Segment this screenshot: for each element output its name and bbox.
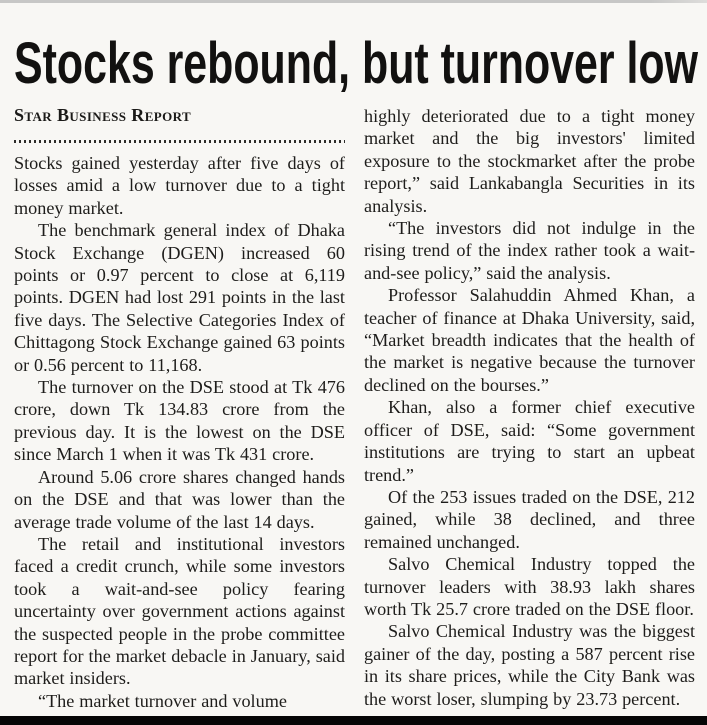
paragraph: “The investors did not indulge in the ri… — [364, 218, 695, 283]
paragraph: The benchmark general index of Dhaka Sto… — [14, 220, 345, 375]
byline: Star Business Report — [14, 105, 192, 125]
paragraph: Professor Salahuddin Ahmed Khan, a teach… — [364, 285, 695, 395]
article-body: Star Business Report Stocks gained yeste… — [14, 104, 695, 712]
scan-top-strip — [0, 0, 707, 3]
right-column-text: highly deteriorated due to a tight money… — [364, 105, 695, 710]
article-column-left: Star Business Report Stocks gained yeste… — [14, 104, 345, 712]
paragraph: Around 5.06 crore shares changed hands o… — [14, 466, 345, 532]
paragraph: The turnover on the DSE stood at Tk 476 … — [14, 377, 345, 465]
paragraph: Khan, also a former chief executive offi… — [364, 397, 695, 485]
article-column-right: highly deteriorated due to a tight money… — [364, 104, 695, 712]
paragraph: highly deteriorated due to a tight money… — [364, 106, 695, 216]
paragraph: Of the 253 issues traded on the DSE, 212… — [364, 486, 695, 552]
left-column-text: Stocks gained yesterday after five days … — [14, 152, 345, 712]
byline-divider — [14, 140, 345, 143]
paragraph: The retail and institutional investors f… — [14, 533, 345, 689]
paragraph: “The market turnover and volume — [38, 690, 287, 711]
paragraph: Stocks gained yesterday after five days … — [14, 153, 345, 218]
paragraph: Salvo Chemical Industry was the biggest … — [364, 621, 695, 709]
headline: Stocks rebound, but turnover low — [14, 30, 704, 96]
headline-text: Stocks rebound, but turnover low — [14, 31, 699, 96]
paragraph: Salvo Chemical Industry topped the turno… — [364, 554, 695, 619]
scan-bottom-bar — [0, 716, 707, 725]
